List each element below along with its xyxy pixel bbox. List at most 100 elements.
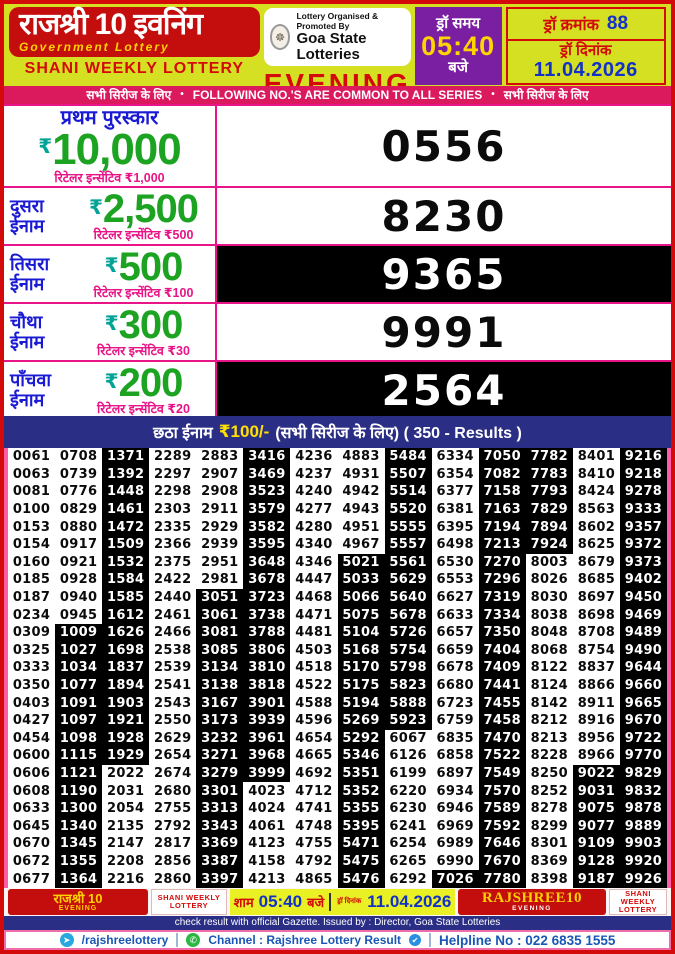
sixth-prize-strip: छठा ईनाम ₹100/- (सभी सिरीज के लिए) ( 350… <box>4 416 671 448</box>
result-number: 6989 <box>436 836 474 852</box>
result-number: 1929 <box>102 747 150 765</box>
result-number: 4518 <box>295 660 333 676</box>
series-note-hindi-left: सभी सिरीज के लिए <box>86 88 172 102</box>
result-number: 5798 <box>384 659 432 677</box>
rupee-icon: ₹ <box>104 371 119 393</box>
prize-2-title: दुसरा ईनाम <box>10 196 45 236</box>
result-number: 7829 <box>525 500 573 519</box>
result-number: 2022 <box>106 765 145 781</box>
result-number: 7319 <box>478 588 526 607</box>
result-number: 1837 <box>102 659 150 677</box>
result-number: 6835 <box>436 730 474 746</box>
result-number: 4468 <box>295 590 333 606</box>
result-number: 1472 <box>102 518 150 536</box>
result-number: 9469 <box>619 606 667 624</box>
result-number: 8369 <box>530 853 568 869</box>
result-number: 2674 <box>154 765 192 781</box>
result-number: 3085 <box>196 641 244 660</box>
result-number: 2135 <box>106 818 145 834</box>
result-number: 4665 <box>295 748 333 764</box>
weekly-lottery-label: SHANI WEEKLY LOTTERY <box>24 60 245 77</box>
prize-row-1: प्रथम पुरस्कार ₹ 10,000 रिटेलर इन्सेंटिव… <box>4 106 671 188</box>
result-number: 7522 <box>478 747 526 765</box>
result-number: 1034 <box>55 659 103 677</box>
result-number: 5033 <box>337 571 385 589</box>
result-number: 3138 <box>196 676 244 695</box>
result-number: 6553 <box>436 572 474 588</box>
result-number: 1903 <box>102 694 150 712</box>
draw-info-box: ड्रॉ क्रमांक 88 ड्रॉ दिनांक 11.04.2026 <box>505 7 666 85</box>
result-number: 2543 <box>154 695 192 711</box>
result-number: 0325 <box>12 642 51 658</box>
result-number: 5923 <box>384 711 432 730</box>
result-number: 6680 <box>436 678 474 694</box>
result-number: 3081 <box>196 623 244 642</box>
result-number: 3595 <box>243 535 291 554</box>
draw-date-label: ड्रॉ दिनांक <box>559 41 612 59</box>
rupee-icon: ₹ <box>104 313 119 335</box>
result-number: 7570 <box>478 782 526 800</box>
prize-1-title: प्रथम पुरस्कार <box>60 107 159 129</box>
result-number: 4280 <box>295 519 333 535</box>
telegram-handle[interactable]: /rajshreelottery <box>81 933 169 947</box>
result-number: 9450 <box>619 588 667 607</box>
result-number: 2541 <box>154 678 192 694</box>
result-number: 6723 <box>436 695 474 711</box>
footer-time-unit: बजे <box>307 895 325 910</box>
result-number: 1461 <box>102 500 150 519</box>
result-number: 8911 <box>577 695 616 711</box>
result-number: 3397 <box>196 870 244 888</box>
result-number: 2216 <box>106 871 145 887</box>
result-number: 2539 <box>154 660 192 676</box>
footer-divider <box>329 893 332 911</box>
result-number: 0928 <box>59 572 98 588</box>
result-number: 3806 <box>243 641 291 660</box>
result-number: 7270 <box>478 553 526 572</box>
result-number: 2303 <box>154 502 192 518</box>
result-number: 8026 <box>530 572 568 588</box>
footer-weekly-right: SHANI WEEKLY LOTTERY <box>609 889 667 915</box>
channel-name[interactable]: Channel : Rajshree Lottery Result <box>208 933 402 947</box>
result-number: 5555 <box>384 518 432 536</box>
result-number: 7082 <box>478 465 526 484</box>
result-number: 0403 <box>12 695 51 711</box>
result-number: 8228 <box>530 748 568 764</box>
footer-weekly-right-text: SHANI WEEKLY LOTTERY <box>618 889 658 914</box>
result-number: 8401 <box>577 449 616 465</box>
prize-4-incentive: रिटेलर इन्सेंटिव ₹30 <box>97 344 190 358</box>
result-number: 7409 <box>478 659 526 677</box>
result-number: 0081 <box>12 484 51 500</box>
prize-2-winning-number: 8230 <box>381 191 507 241</box>
prize-4-info: चौथा ईनाम ₹ 300 रिटेलर इन्सेंटिव ₹30 <box>4 304 217 360</box>
result-number: 2375 <box>154 554 192 570</box>
draw-number-label: ड्रॉ क्रमांक <box>543 17 599 34</box>
result-number: 8679 <box>577 554 616 570</box>
result-number: 9920 <box>619 852 667 871</box>
result-number: 1027 <box>55 641 103 660</box>
result-number: 5292 <box>337 729 385 748</box>
result-number: 4481 <box>295 625 333 641</box>
result-number: 0945 <box>59 607 98 623</box>
result-number: 2550 <box>154 713 192 729</box>
result-number: 4503 <box>295 642 333 658</box>
result-number: 8124 <box>530 678 568 694</box>
result-number: 8142 <box>530 695 568 711</box>
result-number: 3818 <box>243 676 291 695</box>
sixth-prize-amount: ₹100/- <box>218 422 270 441</box>
telegram-icon: ➤ <box>59 933 74 947</box>
result-number: 9489 <box>619 623 667 642</box>
result-number: 2981 <box>201 572 239 588</box>
result-number: 1190 <box>55 782 103 800</box>
result-number: 1121 <box>55 764 103 783</box>
result-number: 0160 <box>12 554 51 570</box>
footer-brand-english-sub: EVENING <box>512 905 552 913</box>
bullet-icon: • <box>491 89 495 100</box>
helpline-number: Helpline No : 022 6835 1555 <box>439 932 616 948</box>
result-number: 4883 <box>342 449 380 465</box>
result-number: 4340 <box>295 537 333 553</box>
footer-boxes: राजश्री 10 EVENING SHANI WEEKLY LOTTERY … <box>4 888 671 916</box>
result-number: 3961 <box>243 729 291 748</box>
result-number: 8038 <box>530 607 568 623</box>
prize-5-info: पाँचवा ईनाम ₹ 200 रिटेलर इन्सेंटिव ₹20 <box>4 362 217 418</box>
result-number: 9372 <box>619 535 667 554</box>
